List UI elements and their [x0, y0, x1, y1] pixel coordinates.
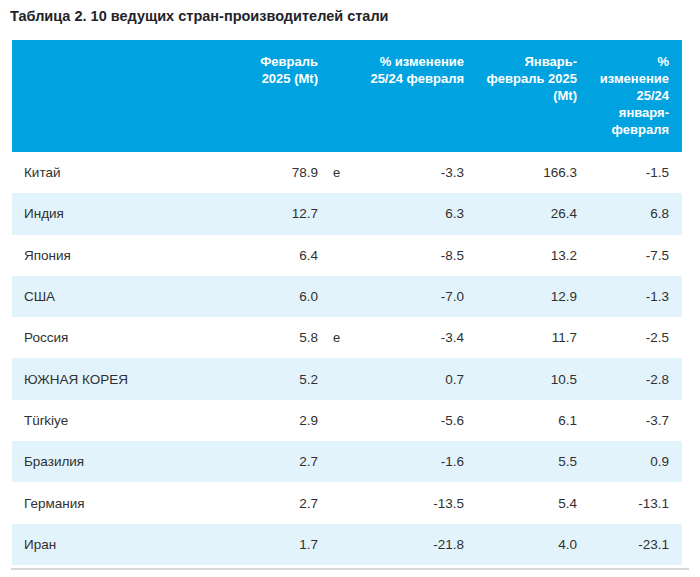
- table-row: США 6.0 -7.0 12.9 -1.3: [12, 276, 682, 317]
- estimate-marker: [331, 235, 355, 276]
- country-cell: США: [12, 276, 225, 317]
- janfeb-value-cell: 12.9: [477, 276, 590, 317]
- pct-feb-cell: -13.5: [355, 482, 477, 523]
- country-cell: Китай: [12, 152, 225, 193]
- header-pct-change-jan-feb: % изменение 25/24 января- февраля: [590, 40, 682, 152]
- country-cell: Германия: [12, 482, 225, 523]
- pct-feb-cell: -8.5: [355, 235, 477, 276]
- table-row: Индия 12.7 6.3 26.4 6.8: [12, 193, 682, 234]
- table-row: Япония 6.4 -8.5 13.2 -7.5: [12, 235, 682, 276]
- steel-producers-table: Февраль 2025 (Mt) % изменение 25/24 февр…: [12, 40, 682, 565]
- pct-feb-cell: -3.3: [355, 152, 477, 193]
- estimate-marker: [331, 276, 355, 317]
- estimate-marker: e: [331, 152, 355, 193]
- page: Таблица 2. 10 ведущих стран-производител…: [0, 0, 700, 570]
- pct-janfeb-cell: -13.1: [590, 482, 682, 523]
- country-cell: Иран: [12, 524, 225, 565]
- feb-value-cell: 5.8: [225, 317, 331, 358]
- pct-feb-cell: -21.8: [355, 524, 477, 565]
- pct-janfeb-cell: 6.8: [590, 193, 682, 234]
- pct-janfeb-cell: -1.5: [590, 152, 682, 193]
- table-row: Россия 5.8 e -3.4 11.7 -2.5: [12, 317, 682, 358]
- estimate-marker: [331, 482, 355, 523]
- estimate-marker: e: [331, 317, 355, 358]
- feb-value-cell: 2.9: [225, 400, 331, 441]
- table-row: Германия 2.7 -13.5 5.4 -13.1: [12, 482, 682, 523]
- table-row: Иран 1.7 -21.8 4.0 -23.1: [12, 524, 682, 565]
- pct-janfeb-cell: 0.9: [590, 441, 682, 482]
- estimate-marker: [331, 400, 355, 441]
- table-row: ЮЖНАЯ КОРЕЯ 5.2 0.7 10.5 -2.8: [12, 358, 682, 399]
- janfeb-value-cell: 13.2: [477, 235, 590, 276]
- pct-feb-cell: 0.7: [355, 358, 477, 399]
- feb-value-cell: 12.7: [225, 193, 331, 234]
- janfeb-value-cell: 10.5: [477, 358, 590, 399]
- feb-value-cell: 78.9: [225, 152, 331, 193]
- country-cell: Россия: [12, 317, 225, 358]
- janfeb-value-cell: 4.0: [477, 524, 590, 565]
- pct-feb-cell: -7.0: [355, 276, 477, 317]
- country-cell: Бразилия: [12, 441, 225, 482]
- estimate-marker: [331, 441, 355, 482]
- header-row: Февраль 2025 (Mt) % изменение 25/24 февр…: [12, 40, 682, 152]
- feb-value-cell: 6.4: [225, 235, 331, 276]
- country-cell: ЮЖНАЯ КОРЕЯ: [12, 358, 225, 399]
- table-row: Türkiye 2.9 -5.6 6.1 -3.7: [12, 400, 682, 441]
- pct-feb-cell: -1.6: [355, 441, 477, 482]
- pct-feb-cell: -3.4: [355, 317, 477, 358]
- bottom-rule: [11, 568, 689, 570]
- table-body: Китай 78.9 e -3.3 166.3 -1.5 Индия 12.7 …: [12, 152, 682, 565]
- feb-value-cell: 6.0: [225, 276, 331, 317]
- table-row: Китай 78.9 e -3.3 166.3 -1.5: [12, 152, 682, 193]
- pct-janfeb-cell: -1.3: [590, 276, 682, 317]
- feb-value-cell: 2.7: [225, 441, 331, 482]
- janfeb-value-cell: 5.5: [477, 441, 590, 482]
- janfeb-value-cell: 5.4: [477, 482, 590, 523]
- pct-janfeb-cell: -3.7: [590, 400, 682, 441]
- pct-janfeb-cell: -23.1: [590, 524, 682, 565]
- header-country: [12, 40, 225, 152]
- estimate-marker: [331, 358, 355, 399]
- pct-janfeb-cell: -2.5: [590, 317, 682, 358]
- feb-value-cell: 2.7: [225, 482, 331, 523]
- pct-feb-cell: -5.6: [355, 400, 477, 441]
- janfeb-value-cell: 11.7: [477, 317, 590, 358]
- janfeb-value-cell: 26.4: [477, 193, 590, 234]
- janfeb-value-cell: 6.1: [477, 400, 590, 441]
- header-estimate-spacer: [331, 40, 355, 152]
- feb-value-cell: 5.2: [225, 358, 331, 399]
- header-pct-change-feb: % изменение 25/24 февраля: [355, 40, 477, 152]
- pct-janfeb-cell: -7.5: [590, 235, 682, 276]
- country-cell: Япония: [12, 235, 225, 276]
- pct-janfeb-cell: -2.8: [590, 358, 682, 399]
- estimate-marker: [331, 524, 355, 565]
- table-row: Бразилия 2.7 -1.6 5.5 0.9: [12, 441, 682, 482]
- header-feb-2025: Февраль 2025 (Mt): [225, 40, 331, 152]
- pct-feb-cell: 6.3: [355, 193, 477, 234]
- feb-value-cell: 1.7: [225, 524, 331, 565]
- country-cell: Türkiye: [12, 400, 225, 441]
- janfeb-value-cell: 166.3: [477, 152, 590, 193]
- table-title: Таблица 2. 10 ведущих стран-производител…: [0, 0, 700, 24]
- country-cell: Индия: [12, 193, 225, 234]
- header-jan-feb-2025: Январь- февраль 2025 (Mt): [477, 40, 590, 152]
- estimate-marker: [331, 193, 355, 234]
- table-header: Февраль 2025 (Mt) % изменение 25/24 февр…: [12, 40, 682, 152]
